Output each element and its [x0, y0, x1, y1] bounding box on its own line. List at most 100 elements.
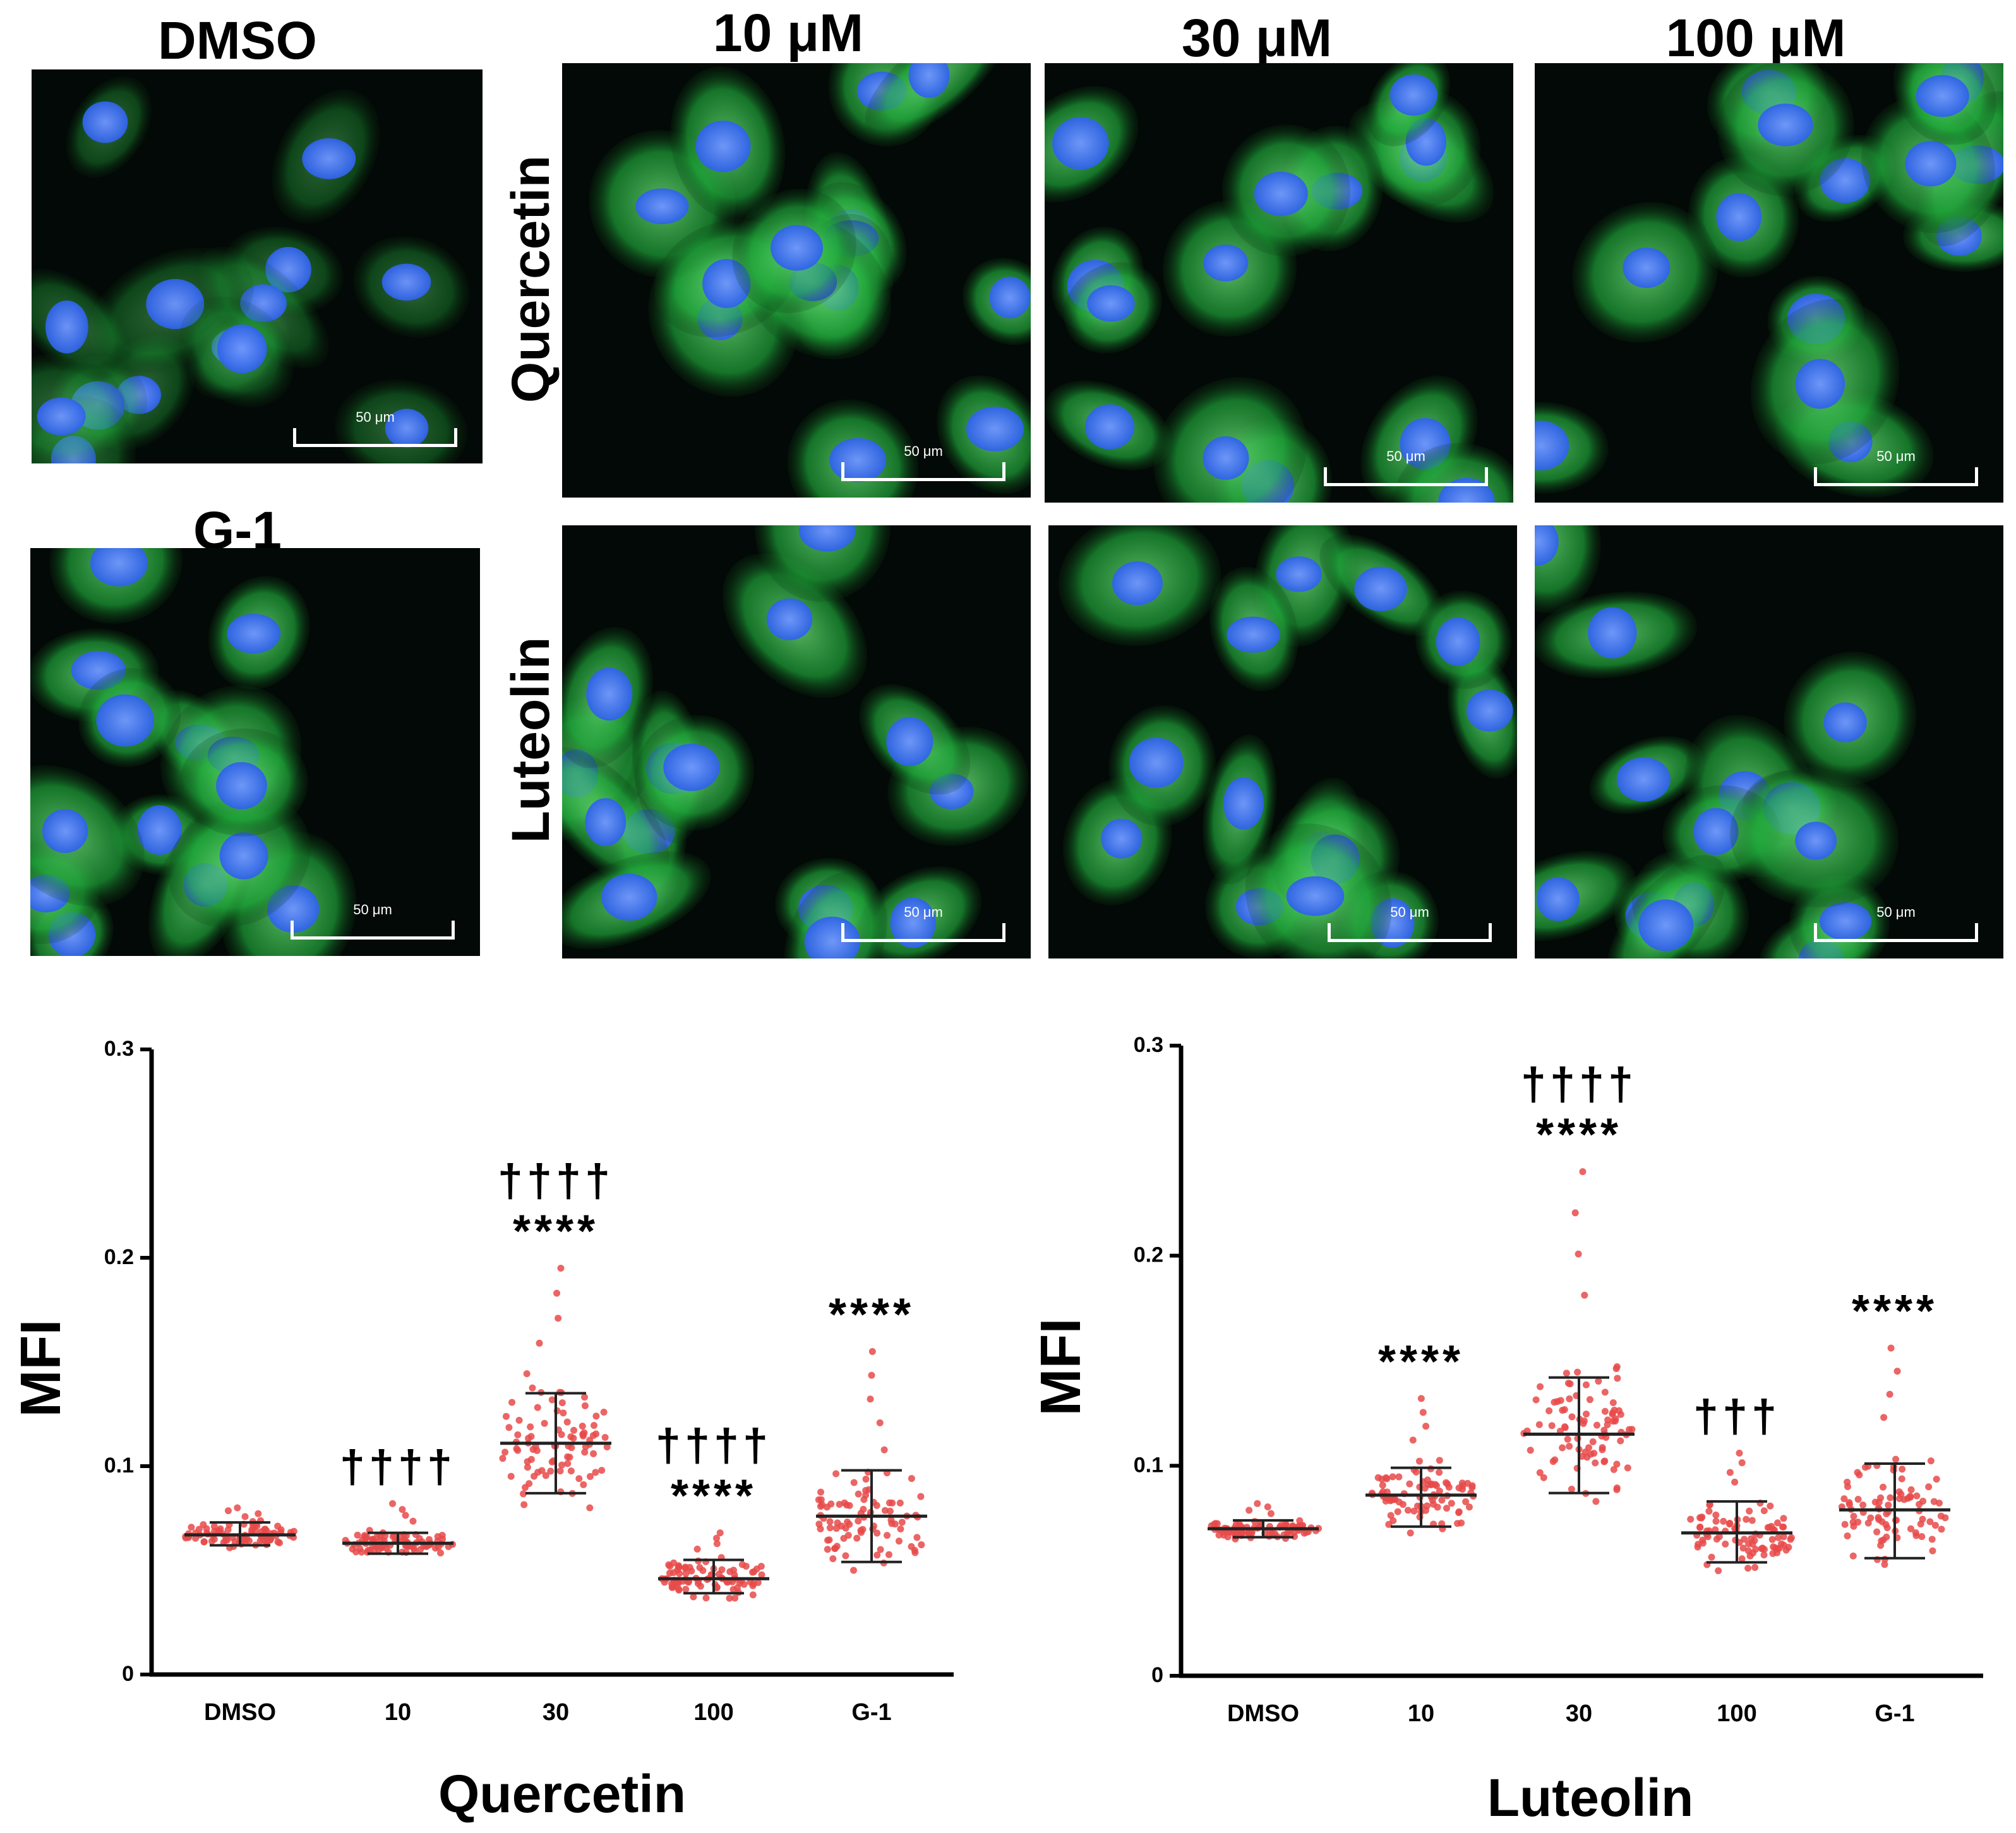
- data-point: [1899, 1466, 1906, 1473]
- data-point: [425, 1536, 433, 1543]
- data-point: [1738, 1555, 1746, 1563]
- data-point: [753, 1565, 760, 1573]
- y-tick-label: 0.1: [104, 1454, 134, 1478]
- data-point: [1913, 1492, 1921, 1500]
- data-point: [1557, 1397, 1564, 1404]
- data-point: [356, 1545, 364, 1553]
- data-point: [1741, 1536, 1748, 1543]
- data-point: [1880, 1483, 1887, 1491]
- data-point: [1770, 1526, 1777, 1533]
- data-point: [536, 1339, 543, 1347]
- data-point: [699, 1567, 707, 1574]
- data-point: [1780, 1523, 1787, 1531]
- data-point: [1593, 1421, 1600, 1429]
- data-point: [876, 1419, 884, 1426]
- data-point: [817, 1525, 824, 1532]
- data-point: [1580, 1417, 1588, 1424]
- data-point: [188, 1524, 195, 1531]
- data-point: [850, 1479, 858, 1486]
- data-point: [525, 1480, 533, 1488]
- data-point: [248, 1526, 256, 1533]
- data-point: [527, 1455, 535, 1463]
- data-point: [740, 1580, 748, 1588]
- data-point: [277, 1526, 285, 1534]
- data-point: [1696, 1524, 1704, 1531]
- data-point: [211, 1527, 219, 1535]
- data-point: [911, 1549, 919, 1556]
- data-point: [499, 1455, 507, 1462]
- data-point: [256, 1537, 264, 1544]
- data-point: [234, 1504, 241, 1512]
- data-point: [1773, 1519, 1781, 1527]
- data-point: [1245, 1507, 1253, 1514]
- data-point: [502, 1412, 510, 1420]
- data-point: [886, 1507, 894, 1515]
- scale-bar-label: 50 μm: [356, 409, 395, 425]
- scale-bar-label: 50 μm: [1386, 448, 1425, 464]
- data-point: [1927, 1457, 1935, 1465]
- data-point: [1455, 1509, 1463, 1517]
- x-tick-label: 100: [1717, 1700, 1756, 1727]
- data-point: [826, 1518, 834, 1526]
- x-tick-label: 10: [385, 1699, 411, 1726]
- data-point: [1881, 1561, 1888, 1568]
- dot-cluster: [499, 1265, 611, 1512]
- data-point: [389, 1533, 397, 1541]
- data-point: [849, 1567, 857, 1574]
- data-point: [1575, 1250, 1582, 1258]
- data-point: [1383, 1475, 1391, 1483]
- data-point: [818, 1501, 825, 1508]
- data-point: [208, 1537, 215, 1545]
- data-point: [409, 1517, 417, 1525]
- scale-bar: [1328, 923, 1492, 942]
- data-point: [1929, 1547, 1936, 1555]
- data-point: [1581, 1291, 1588, 1299]
- data-point: [898, 1519, 906, 1526]
- data-point: [1743, 1515, 1750, 1523]
- data-point: [1583, 1410, 1590, 1418]
- x-tick-label: DMSO: [1227, 1700, 1299, 1727]
- dot-cluster: [1838, 1344, 1949, 1568]
- data-point: [827, 1500, 835, 1508]
- data-point: [873, 1551, 881, 1559]
- data-point: [1579, 1168, 1587, 1176]
- data-point: [1744, 1565, 1752, 1572]
- data-point: [1601, 1388, 1609, 1396]
- data-point: [567, 1467, 575, 1475]
- data-point: [1705, 1507, 1713, 1515]
- dot-cluster: [1687, 1449, 1795, 1575]
- data-point: [575, 1475, 583, 1483]
- data-point: [200, 1538, 208, 1546]
- data-point: [1628, 1426, 1636, 1433]
- data-point: [1768, 1536, 1776, 1543]
- y-tick-label: 0.3: [1134, 1033, 1163, 1057]
- data-point: [713, 1584, 721, 1592]
- data-point: [1532, 1396, 1540, 1404]
- data-point: [1436, 1457, 1443, 1464]
- data-point: [402, 1512, 409, 1519]
- data-point: [556, 1467, 564, 1475]
- data-point: [224, 1526, 232, 1534]
- data-point: [726, 1594, 733, 1602]
- data-point: [1882, 1521, 1890, 1529]
- data-point: [693, 1545, 701, 1553]
- data-point: [817, 1496, 825, 1503]
- data-point: [581, 1394, 589, 1401]
- data-point: [729, 1585, 737, 1593]
- scale-bar-label: 50 μm: [1390, 904, 1429, 920]
- micrograph-cells: [1058, 525, 1517, 958]
- data-point: [1840, 1495, 1848, 1503]
- scale-bar: [291, 921, 455, 940]
- data-point: [716, 1529, 724, 1537]
- scale-bar: [1814, 923, 1978, 942]
- data-point: [1938, 1526, 1945, 1533]
- data-point: [1536, 1469, 1544, 1476]
- data-point: [1887, 1494, 1894, 1502]
- data-point: [666, 1569, 673, 1577]
- data-point: [1394, 1508, 1401, 1515]
- data-point: [531, 1472, 538, 1480]
- data-point: [1535, 1421, 1543, 1428]
- data-point: [1760, 1507, 1768, 1515]
- dmso-column-title: DMSO: [158, 11, 317, 70]
